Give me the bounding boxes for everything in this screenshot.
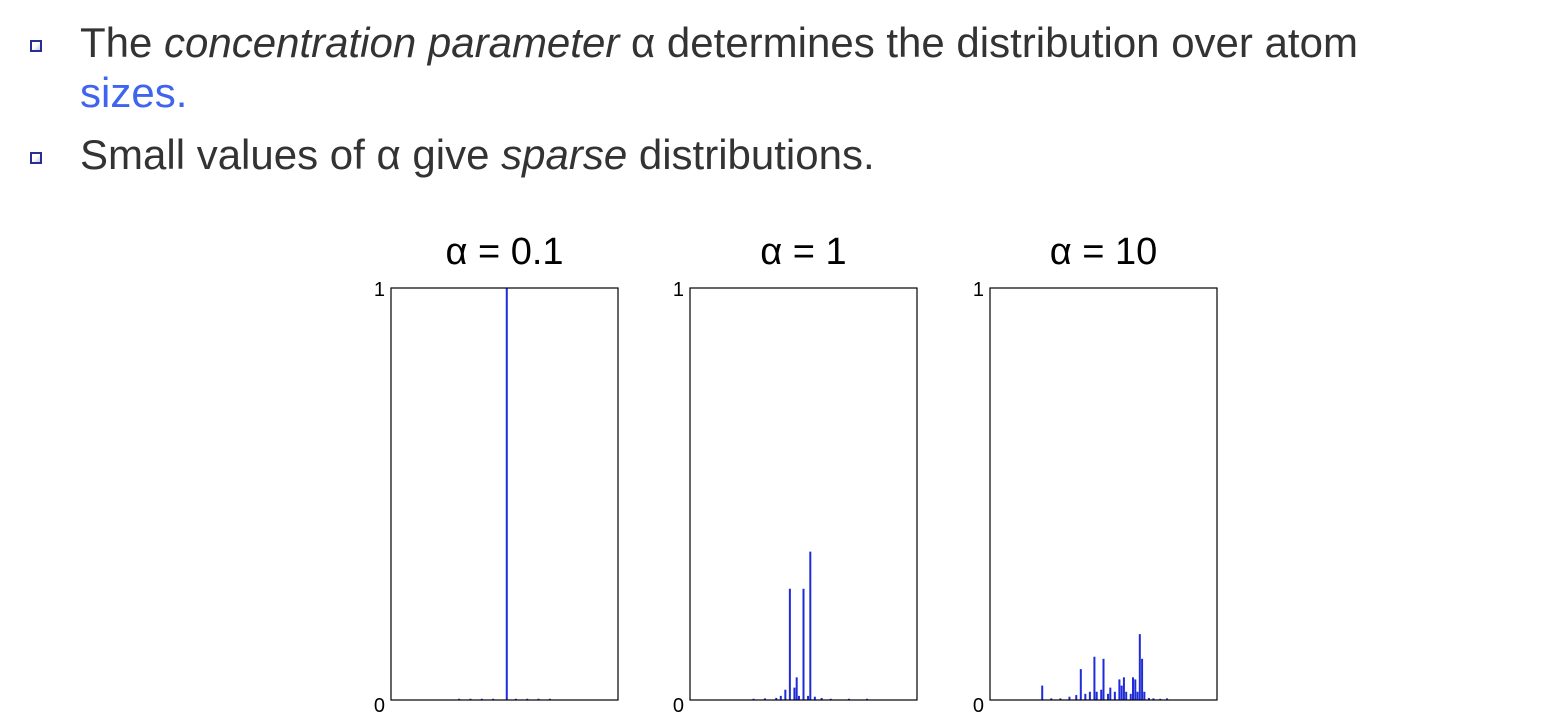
bullet-list: The concentration parameter α determines…: [30, 18, 1530, 180]
y-tick-label: 1: [973, 279, 984, 301]
y-tick-label: 0: [973, 695, 984, 717]
bullet-1-text-pre: The: [80, 19, 165, 66]
plot-frame: [390, 287, 619, 701]
y-tick-label: 1: [374, 279, 385, 301]
bullet-1-text-post: α determines the distribution over atom: [619, 19, 1358, 66]
chart-panel-1: α = 0.1 1 0: [374, 231, 619, 717]
bullet-item-1: The concentration parameter α determines…: [30, 18, 1530, 118]
bullet-1-emphasis: concentration parameter: [164, 19, 620, 66]
y-tick-label: 1: [673, 279, 684, 301]
plot-frame: [689, 287, 918, 701]
bullet-2-text-pre: Small values of α give: [80, 131, 502, 178]
chart-title: α = 1: [760, 231, 846, 273]
bullet-2-emphasis: sparse: [501, 131, 628, 178]
square-bullet-icon: [30, 40, 42, 52]
chart-title: α = 0.1: [445, 231, 563, 273]
chart-title: α = 10: [1050, 231, 1158, 273]
chart-panel-3: α = 10 1 0: [973, 231, 1218, 717]
bullet-2-text-post: distributions.: [627, 131, 875, 178]
bullet-1-highlight: sizes.: [80, 69, 188, 116]
square-bullet-icon: [30, 152, 42, 164]
plot-frame: [989, 287, 1218, 701]
bullet-item-2: Small values of α give sparse distributi…: [30, 130, 1530, 180]
y-tick-label: 0: [374, 695, 385, 717]
chart-panel-2: α = 1 1 0: [673, 231, 918, 717]
y-tick-label: 0: [673, 695, 684, 717]
